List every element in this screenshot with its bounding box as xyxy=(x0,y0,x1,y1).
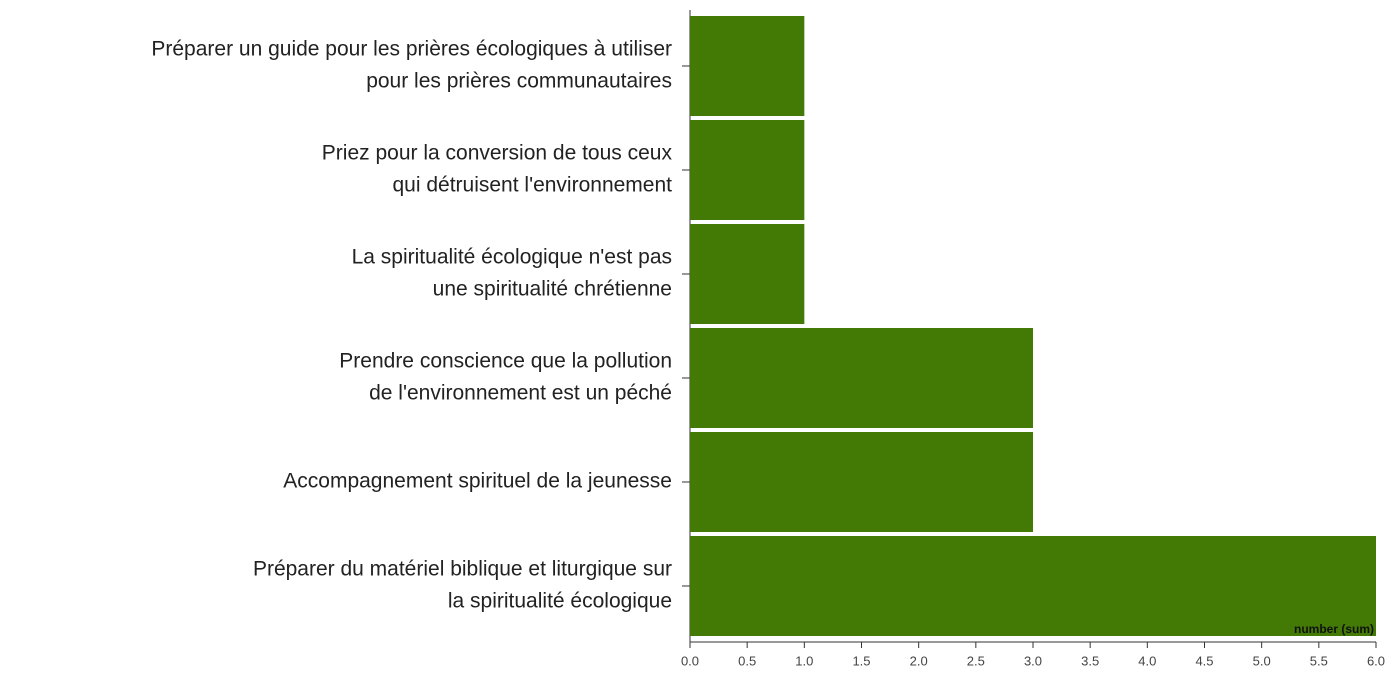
bar xyxy=(690,120,805,220)
x-tick-label: 5.5 xyxy=(1310,653,1328,668)
bar xyxy=(690,224,805,324)
x-tick-label: 4.5 xyxy=(1195,653,1213,668)
x-tick-label: 1.0 xyxy=(795,653,813,668)
x-tick-label: 4.0 xyxy=(1138,653,1156,668)
x-tick-label: 0.0 xyxy=(681,653,699,668)
bar xyxy=(690,16,805,116)
y-tick-label: la spiritualité écologique xyxy=(448,590,672,613)
bar xyxy=(690,328,1033,428)
y-tick-label: Préparer un guide pour les prières écolo… xyxy=(151,38,672,61)
x-tick-label: 3.5 xyxy=(1081,653,1099,668)
x-tick-label: 1.5 xyxy=(852,653,870,668)
x-tick-label: 2.0 xyxy=(910,653,928,668)
y-tick-label: de l'environnement est un péché xyxy=(369,382,672,405)
x-tick-label: 3.0 xyxy=(1024,653,1042,668)
x-tick-label: 6.0 xyxy=(1367,653,1385,668)
y-tick-label: Prendre conscience que la pollution xyxy=(339,350,672,373)
y-tick-label: Préparer du matériel biblique et liturgi… xyxy=(253,558,672,581)
y-tick-label: Priez pour la conversion de tous ceux xyxy=(322,142,673,165)
x-axis-label: number (sum) xyxy=(1294,622,1374,636)
y-tick-label: qui détruisent l'environnement xyxy=(392,174,672,197)
x-tick-label: 2.5 xyxy=(967,653,985,668)
bar xyxy=(690,432,1033,532)
y-tick-label: pour les prières communautaires xyxy=(366,70,672,93)
y-tick-label: La spiritualité écologique n'est pas xyxy=(352,246,672,269)
x-tick-label: 5.0 xyxy=(1253,653,1271,668)
y-tick-label: Accompagnement spirituel de la jeunesse xyxy=(283,470,672,493)
y-tick-label: une spiritualité chrétienne xyxy=(433,278,672,301)
x-tick-label: 0.5 xyxy=(738,653,756,668)
bar xyxy=(690,536,1376,636)
